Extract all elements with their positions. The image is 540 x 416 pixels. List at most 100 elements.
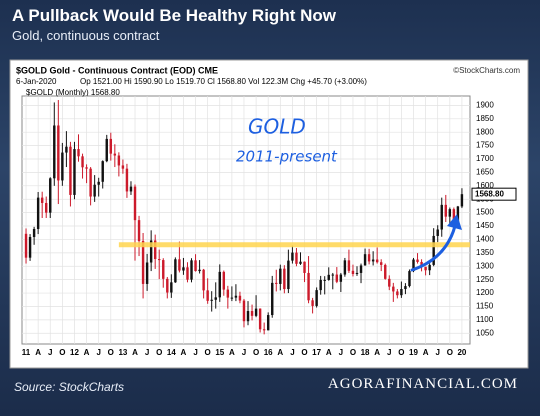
title: A Pullback Would Be Healthy Right Now (12, 6, 336, 25)
x-tick-label: J (193, 348, 197, 357)
y-tick-label: 1300 (476, 261, 494, 270)
x-tick-label: O (350, 348, 356, 357)
candle-body (412, 259, 415, 272)
candle-body (460, 194, 464, 207)
x-tick-label: 17 (312, 348, 321, 357)
candle-body (271, 282, 274, 316)
candle-body (379, 262, 383, 265)
candle-body (428, 264, 431, 271)
x-tick-label: A (229, 348, 235, 357)
x-tick-label: O (447, 348, 453, 357)
x-tick-label: 12 (70, 348, 79, 357)
last-value-box (471, 187, 517, 201)
candle-body (125, 168, 129, 192)
candle-body (262, 329, 266, 331)
candle-body (335, 274, 339, 282)
candle-body (198, 269, 201, 272)
candle-body (311, 300, 314, 306)
x-tick-label: 18 (361, 348, 370, 357)
candle-body (45, 202, 48, 213)
candle-body (226, 289, 230, 298)
candle-body (375, 259, 379, 263)
candle-body (291, 252, 294, 261)
candle-body (129, 186, 133, 192)
candle-body (347, 260, 351, 271)
candle-body (234, 295, 238, 298)
candle-body (266, 315, 270, 331)
candle-body (85, 167, 88, 169)
x-tick-label: O (156, 348, 162, 357)
candle-body (295, 252, 298, 264)
candle-body (315, 290, 318, 306)
candle-body (452, 209, 456, 223)
candle-body (392, 286, 395, 292)
candle-body (178, 259, 181, 271)
x-tick-label: J (435, 348, 439, 357)
candle-body (49, 178, 52, 213)
candle-body (32, 228, 36, 238)
x-tick-label: A (181, 348, 187, 357)
legend: $GOLD (Monthly) 1568.80 (26, 88, 120, 97)
candle-body (323, 279, 326, 281)
candle-body (202, 269, 205, 291)
candle-body (206, 290, 209, 301)
x-tick-label: O (59, 348, 65, 357)
x-tick-label: J (145, 348, 149, 357)
annotation: 2011-present (236, 148, 338, 166)
y-tick-label: 1800 (476, 127, 494, 136)
brand: AGORAFINANCIAL.COM (327, 376, 518, 392)
stats: Op 1521.00 Hi 1590.90 Lo 1519.70 Cl 1568… (80, 77, 367, 86)
last-value-label: 1568.80 (475, 189, 504, 198)
candle-body (101, 161, 104, 182)
candle-body (57, 125, 60, 181)
candle-body (440, 204, 443, 230)
candle-body (36, 197, 40, 229)
candle-body (363, 254, 367, 266)
symbol-line: $GOLD Gold - Continuous Contract (EOD) C… (16, 65, 218, 75)
y-tick-label: 1750 (476, 141, 494, 150)
y-tick-label: 1400 (476, 235, 494, 244)
plot-area (21, 95, 471, 345)
candle-body (158, 259, 161, 261)
candle-body (396, 291, 399, 296)
date: 6-Jan-2020 (16, 77, 57, 86)
candle-body (53, 125, 56, 179)
y-tick-label: 1200 (476, 288, 494, 297)
x-tick-label: O (108, 348, 114, 357)
candle-body (388, 278, 391, 287)
x-tick-label: A (326, 348, 332, 357)
x-tick-label: 20 (457, 348, 466, 357)
candle-body (194, 260, 197, 272)
candle-body (40, 197, 44, 203)
candle-body (166, 278, 169, 293)
candle-body (69, 146, 72, 195)
candle-body (456, 206, 460, 223)
x-tick-label: 19 (409, 348, 418, 357)
candle-body (250, 311, 254, 316)
candle-body (133, 186, 137, 221)
candle-body (93, 184, 96, 197)
candle-body (299, 261, 302, 264)
candle-body (343, 260, 347, 275)
candle-body (97, 181, 100, 185)
x-tick-label: A (132, 348, 138, 357)
x-tick-label: 15 (215, 348, 224, 357)
candle-body (170, 282, 173, 293)
candle-body (404, 286, 407, 290)
candle-body (61, 152, 64, 181)
candle-body (28, 237, 32, 258)
y-tick-label: 1650 (476, 168, 494, 177)
y-tick-label: 1500 (476, 208, 494, 217)
candle-body (400, 289, 403, 296)
x-tick-label: 14 (167, 348, 176, 357)
candle-body (319, 279, 322, 291)
candle-body (162, 260, 165, 279)
candle-body (246, 311, 250, 322)
y-tick-label: 1850 (476, 114, 494, 123)
candle-body (279, 268, 282, 284)
candle-body (355, 272, 359, 275)
candle-body (214, 297, 217, 300)
arrow (410, 220, 458, 272)
y-tick-label: 1900 (476, 100, 494, 109)
